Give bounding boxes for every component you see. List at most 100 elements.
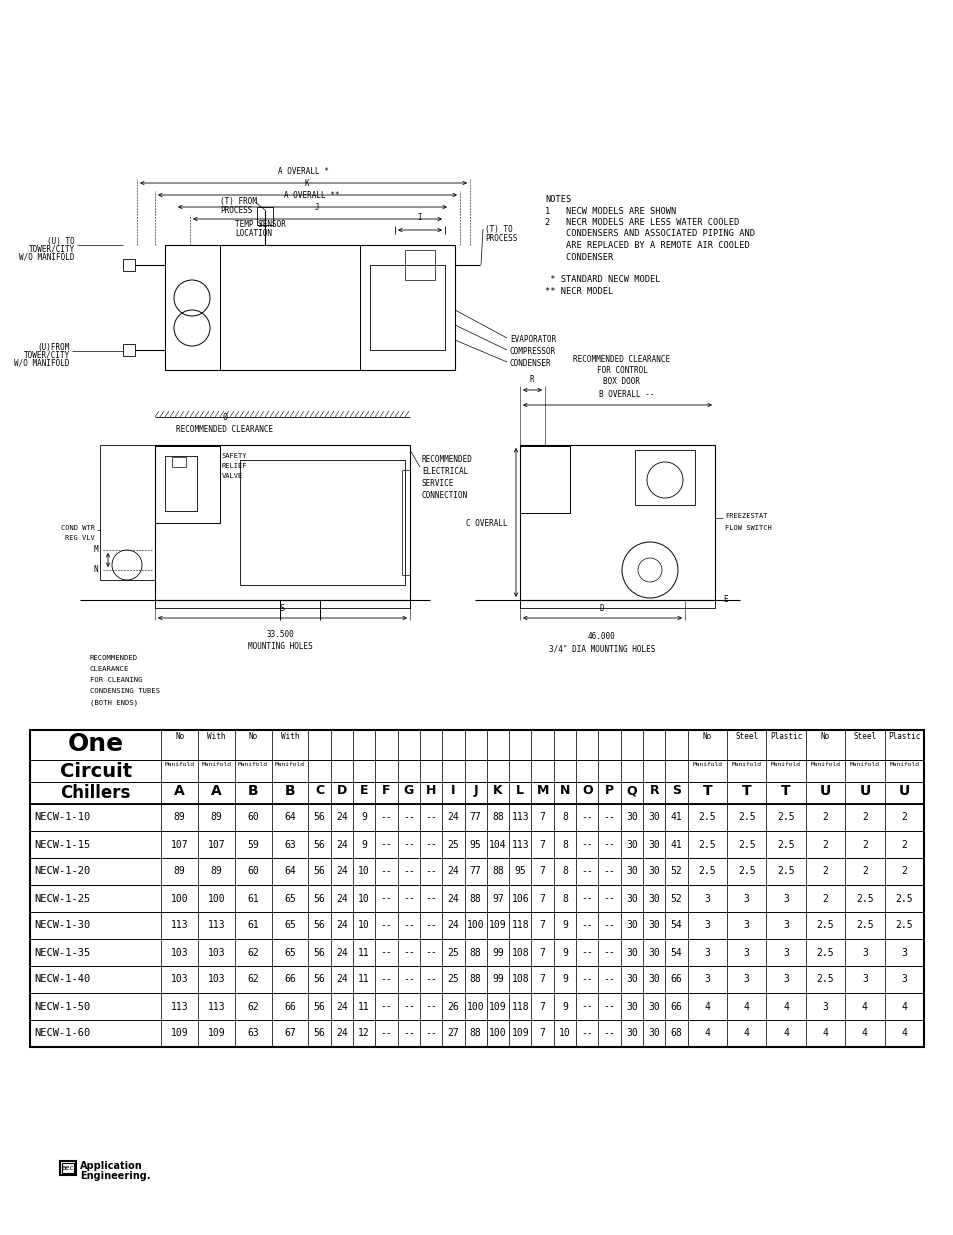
Text: --: -- bbox=[603, 1002, 615, 1011]
Text: 2.5: 2.5 bbox=[777, 813, 794, 823]
Text: Manifold: Manifold bbox=[770, 762, 801, 767]
Text: 30: 30 bbox=[648, 813, 659, 823]
Text: D: D bbox=[336, 784, 347, 797]
Text: --: -- bbox=[580, 920, 593, 930]
Text: MOUNTING HOLES: MOUNTING HOLES bbox=[248, 642, 312, 651]
Text: CONDENSERS AND ASSOCIATED PIPING AND: CONDENSERS AND ASSOCIATED PIPING AND bbox=[544, 230, 754, 238]
Bar bbox=[256, 207, 273, 225]
Text: 3: 3 bbox=[703, 920, 710, 930]
Text: --: -- bbox=[380, 893, 392, 904]
Text: 30: 30 bbox=[648, 1029, 659, 1039]
Text: 24: 24 bbox=[335, 813, 347, 823]
Text: PROCESS: PROCESS bbox=[484, 233, 517, 243]
Text: 89: 89 bbox=[173, 867, 185, 877]
Text: 52: 52 bbox=[670, 867, 681, 877]
Text: 24: 24 bbox=[335, 920, 347, 930]
Text: --: -- bbox=[603, 974, 615, 984]
Bar bbox=[62, 1163, 74, 1173]
Text: 66: 66 bbox=[284, 974, 295, 984]
Text: 24: 24 bbox=[335, 840, 347, 850]
Text: --: -- bbox=[603, 893, 615, 904]
Text: K: K bbox=[493, 784, 502, 797]
Text: --: -- bbox=[425, 813, 436, 823]
Text: 8: 8 bbox=[561, 840, 567, 850]
Text: --: -- bbox=[603, 1029, 615, 1039]
Text: U: U bbox=[859, 784, 870, 798]
Text: 2: 2 bbox=[821, 867, 827, 877]
Text: 109: 109 bbox=[511, 1029, 529, 1039]
Text: 9: 9 bbox=[361, 813, 367, 823]
Text: 10: 10 bbox=[558, 1029, 570, 1039]
Text: --: -- bbox=[402, 867, 415, 877]
Text: N: N bbox=[559, 784, 570, 797]
Text: 100: 100 bbox=[208, 893, 225, 904]
Bar bbox=[401, 471, 410, 576]
Text: --: -- bbox=[603, 867, 615, 877]
Text: 89: 89 bbox=[173, 813, 185, 823]
Text: CLEARANCE: CLEARANCE bbox=[90, 666, 130, 672]
Text: 7: 7 bbox=[539, 947, 545, 957]
Text: TEMP SENSOR: TEMP SENSOR bbox=[234, 220, 286, 228]
Text: COMPRESSOR: COMPRESSOR bbox=[510, 347, 556, 356]
Text: A: A bbox=[174, 784, 185, 798]
Text: 7: 7 bbox=[539, 813, 545, 823]
Text: 66: 66 bbox=[284, 1002, 295, 1011]
Text: NECW-1-60: NECW-1-60 bbox=[34, 1029, 91, 1039]
Text: 4: 4 bbox=[862, 1029, 867, 1039]
Text: 9: 9 bbox=[561, 974, 567, 984]
Bar bbox=[635, 450, 695, 505]
Text: 3: 3 bbox=[862, 974, 867, 984]
Bar bbox=[220, 245, 359, 370]
Text: NOTES: NOTES bbox=[544, 195, 571, 204]
Text: 4: 4 bbox=[782, 1002, 788, 1011]
Text: --: -- bbox=[580, 974, 593, 984]
Text: 2.5: 2.5 bbox=[738, 840, 755, 850]
Bar bbox=[519, 445, 714, 600]
Text: TOWER/CITY: TOWER/CITY bbox=[29, 245, 75, 254]
Text: 3: 3 bbox=[743, 974, 749, 984]
Text: 67: 67 bbox=[284, 1029, 295, 1039]
Text: --: -- bbox=[380, 867, 392, 877]
Text: 68: 68 bbox=[670, 1029, 681, 1039]
Text: --: -- bbox=[580, 947, 593, 957]
Text: --: -- bbox=[580, 893, 593, 904]
Text: Steel: Steel bbox=[735, 732, 758, 741]
Text: 3: 3 bbox=[743, 920, 749, 930]
Text: Manifold: Manifold bbox=[849, 762, 879, 767]
Text: No: No bbox=[174, 732, 184, 741]
Text: RECOMMENDED: RECOMMENDED bbox=[90, 655, 138, 661]
Text: FLOW SWITCH: FLOW SWITCH bbox=[724, 525, 771, 531]
Text: --: -- bbox=[402, 974, 415, 984]
Text: FREEZESTAT: FREEZESTAT bbox=[724, 513, 767, 519]
Text: 4: 4 bbox=[901, 1002, 906, 1011]
Text: J: J bbox=[473, 784, 477, 797]
Text: 56: 56 bbox=[314, 920, 325, 930]
Text: 8: 8 bbox=[561, 867, 567, 877]
Text: Application: Application bbox=[80, 1161, 143, 1171]
Text: (U) TO: (U) TO bbox=[48, 237, 75, 246]
Text: 30: 30 bbox=[625, 813, 638, 823]
Text: 100: 100 bbox=[171, 893, 189, 904]
Text: 4: 4 bbox=[743, 1002, 749, 1011]
Text: --: -- bbox=[380, 1029, 392, 1039]
Text: 24: 24 bbox=[335, 893, 347, 904]
Text: 113: 113 bbox=[171, 1002, 189, 1011]
Text: 54: 54 bbox=[670, 947, 681, 957]
Text: 3/4" DIA MOUNTING HOLES: 3/4" DIA MOUNTING HOLES bbox=[548, 643, 655, 653]
Text: W/O MANIFOLD: W/O MANIFOLD bbox=[19, 253, 75, 262]
Text: 107: 107 bbox=[171, 840, 189, 850]
Text: 41: 41 bbox=[670, 813, 681, 823]
Bar bbox=[165, 245, 455, 370]
Text: VALVE: VALVE bbox=[222, 473, 243, 479]
Text: T: T bbox=[701, 784, 712, 798]
Text: Plastic: Plastic bbox=[887, 732, 920, 741]
Bar bbox=[154, 446, 220, 522]
Text: 4: 4 bbox=[743, 1029, 749, 1039]
Text: 2.5: 2.5 bbox=[738, 867, 755, 877]
Text: 11: 11 bbox=[357, 974, 370, 984]
Text: 113: 113 bbox=[511, 813, 529, 823]
Text: 66: 66 bbox=[670, 974, 681, 984]
Text: 8: 8 bbox=[561, 813, 567, 823]
Text: 113: 113 bbox=[511, 840, 529, 850]
Bar bbox=[154, 445, 410, 600]
